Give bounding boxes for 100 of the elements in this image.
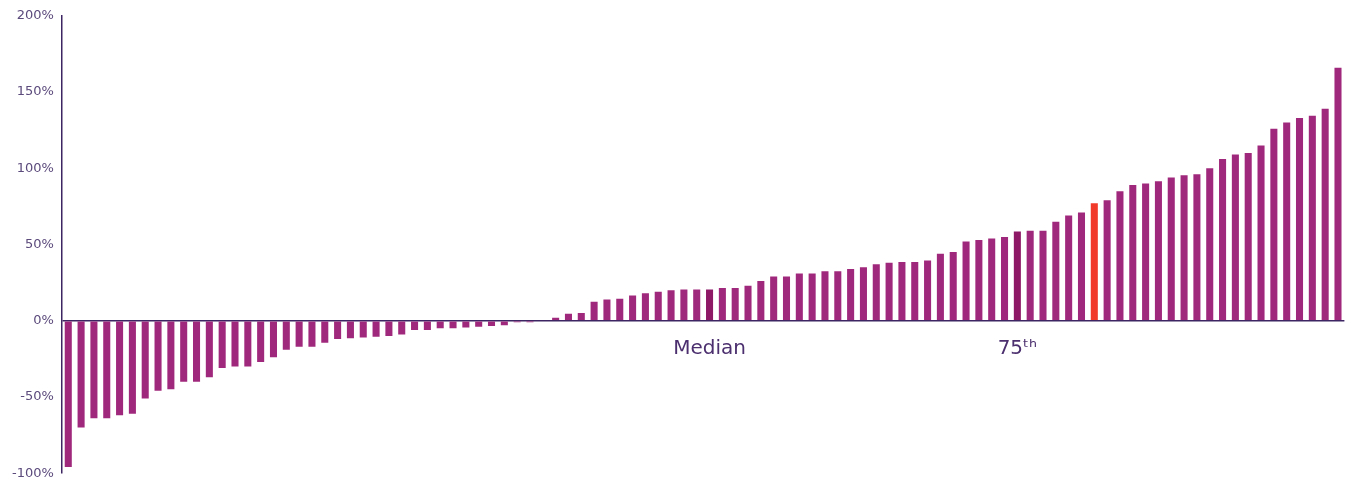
bar (654, 291, 662, 320)
bar (1065, 215, 1073, 320)
bar (770, 276, 778, 320)
bar (475, 321, 483, 327)
bar (962, 241, 970, 320)
bar (128, 321, 136, 414)
bar (718, 287, 726, 320)
bar (205, 321, 213, 378)
bar (577, 313, 585, 320)
bar (398, 321, 406, 335)
bar (821, 271, 829, 320)
bar (372, 321, 380, 337)
bar (1013, 231, 1021, 320)
bar (1039, 230, 1047, 320)
bar (1116, 191, 1124, 320)
bar (1001, 236, 1009, 320)
bar (1244, 153, 1252, 320)
bar (411, 321, 419, 330)
bar (731, 287, 739, 320)
bar (1193, 174, 1201, 320)
bar (1026, 230, 1034, 320)
bar (744, 285, 752, 320)
bar (500, 321, 508, 326)
bar (167, 321, 175, 390)
bar (693, 289, 701, 320)
bar (231, 321, 239, 367)
bar (295, 321, 303, 347)
bar (385, 321, 393, 336)
bar (924, 260, 932, 320)
bar (449, 321, 457, 329)
bar (334, 321, 342, 340)
bar (1321, 108, 1329, 320)
bar (244, 321, 252, 367)
bar (1103, 200, 1111, 320)
bar (834, 271, 842, 320)
bar (1283, 122, 1291, 320)
bar (911, 262, 919, 320)
bar (180, 321, 188, 382)
bar (949, 252, 957, 320)
bar (1142, 183, 1150, 320)
bar (1206, 168, 1214, 320)
bar (193, 321, 201, 382)
bar (436, 321, 444, 329)
bar (616, 298, 624, 320)
bar (1154, 181, 1162, 320)
bar (847, 268, 855, 320)
y-tick-label: 50% (24, 235, 54, 251)
bar (1167, 177, 1175, 320)
bar (269, 321, 277, 358)
bar (359, 321, 367, 338)
bar (936, 253, 944, 320)
bar (667, 290, 675, 320)
bar (90, 321, 98, 419)
bar (282, 321, 290, 350)
bar (898, 262, 906, 320)
bar (77, 321, 85, 428)
bar (782, 276, 791, 320)
bar (1257, 145, 1265, 320)
bar (872, 264, 880, 320)
bar (629, 295, 637, 320)
bar (1231, 154, 1239, 320)
bar (462, 321, 470, 328)
bar (423, 321, 431, 330)
bar (257, 321, 265, 362)
bar (885, 262, 893, 320)
bar (706, 289, 714, 320)
y-tick-label: 150% (16, 83, 54, 99)
x-tick-label: Median (673, 334, 746, 359)
x-tick-label: 75ᵗʰ (997, 334, 1038, 359)
bar (1308, 115, 1316, 320)
bar (1090, 203, 1098, 320)
bar (1129, 185, 1137, 320)
bar (680, 289, 688, 320)
bar (1219, 159, 1227, 320)
bar (64, 321, 72, 468)
bar (308, 321, 316, 347)
bar (1180, 175, 1188, 320)
bar (487, 321, 496, 327)
y-tick-label: -100% (12, 464, 54, 480)
bar (1077, 212, 1086, 320)
y-tick-label: 200% (16, 7, 54, 23)
bar (859, 267, 867, 320)
y-tick-label: 100% (16, 159, 54, 175)
bar (1295, 117, 1304, 320)
bar (154, 321, 162, 391)
y-tick-label: 0% (33, 312, 54, 328)
bar (1270, 128, 1278, 320)
bar (103, 321, 111, 419)
bar (757, 281, 765, 320)
bar (218, 321, 226, 368)
bar (795, 273, 803, 320)
bar (808, 273, 816, 320)
bar (590, 301, 598, 320)
bar (975, 239, 983, 320)
y-tick-label: -50% (20, 388, 54, 404)
bar (1052, 221, 1060, 320)
bar (988, 238, 996, 320)
bar (641, 293, 649, 320)
bar (321, 321, 329, 343)
bar (1334, 67, 1342, 320)
